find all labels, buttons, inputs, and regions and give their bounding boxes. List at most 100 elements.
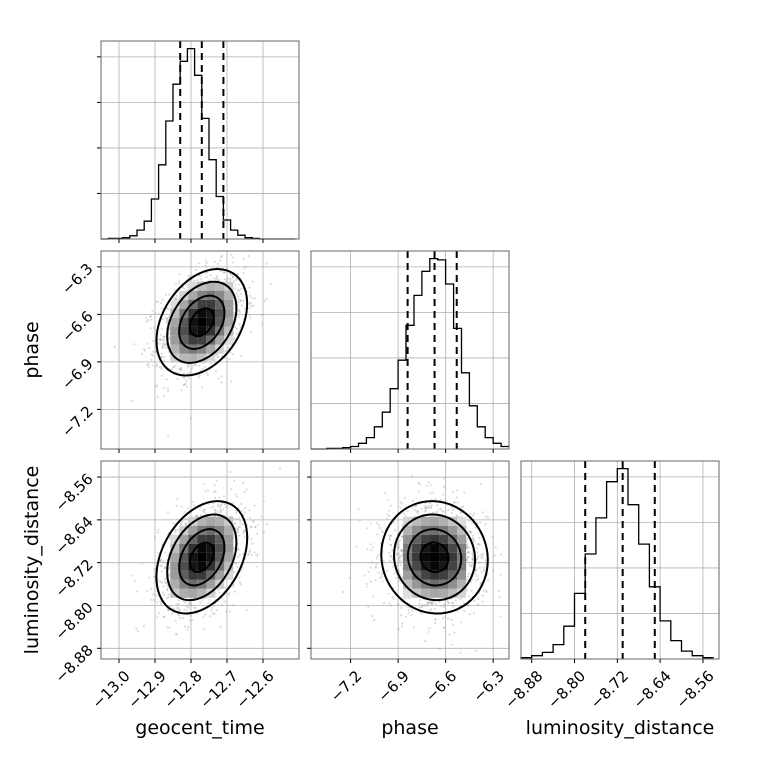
- sample-point: [175, 504, 179, 507]
- sample-point: [404, 615, 408, 619]
- sample-point: [420, 604, 424, 607]
- sample-point: [240, 304, 243, 307]
- sample-point: [478, 561, 481, 565]
- sample-point: [414, 505, 417, 508]
- sample-point: [477, 555, 480, 558]
- density-block: [215, 552, 225, 562]
- sample-point: [160, 570, 163, 573]
- sample-point: [418, 606, 421, 609]
- y-tick-label: −8.80: [51, 598, 96, 643]
- sample-point: [239, 299, 243, 302]
- x-tick-label: −6.9: [374, 667, 412, 705]
- sample-point: [201, 598, 204, 601]
- sample-point: [428, 609, 431, 613]
- density-block: [188, 525, 198, 535]
- sample-point: [163, 338, 166, 341]
- sample-point: [385, 569, 389, 573]
- hist-panel-geocent_time: [97, 40, 300, 243]
- sample-point: [473, 600, 476, 603]
- sample-point: [472, 559, 475, 562]
- sample-point: [377, 523, 381, 526]
- density-block: [197, 290, 207, 300]
- sample-point: [178, 273, 181, 276]
- sample-point: [233, 280, 236, 283]
- sample-point: [229, 279, 232, 282]
- sample-point: [472, 611, 476, 615]
- sample-point: [396, 547, 399, 551]
- sample-point: [241, 523, 244, 526]
- sample-point: [430, 601, 433, 605]
- sample-point: [388, 559, 392, 563]
- sample-point: [219, 510, 222, 514]
- sample-point: [238, 554, 241, 557]
- x-tick-label: −12.7: [197, 667, 242, 712]
- sample-point: [471, 521, 474, 524]
- density-block: [439, 543, 449, 553]
- sample-point: [367, 570, 370, 573]
- sample-point: [159, 338, 162, 341]
- sample-point: [217, 510, 220, 514]
- x-tick-label: −12.9: [125, 667, 170, 712]
- sample-point: [219, 259, 222, 262]
- sample-point: [472, 556, 475, 559]
- sample-point: [214, 496, 217, 500]
- sample-point: [397, 628, 400, 631]
- sample-point: [479, 521, 482, 524]
- sample-point: [235, 528, 238, 531]
- density-block: [457, 579, 467, 589]
- sample-point: [442, 626, 445, 629]
- sample-point: [161, 374, 164, 377]
- density-block: [215, 290, 225, 300]
- sample-point: [474, 526, 477, 529]
- sample-point: [198, 274, 202, 278]
- density-block: [412, 588, 422, 598]
- sample-point: [202, 510, 205, 513]
- sample-point: [162, 335, 165, 338]
- sample-point: [241, 509, 244, 512]
- sample-point: [161, 298, 164, 301]
- sample-point: [239, 326, 242, 329]
- sample-point: [156, 531, 160, 534]
- sample-point: [217, 588, 220, 592]
- sample-point: [166, 318, 169, 321]
- sample-point: [411, 499, 414, 502]
- sample-point: [181, 519, 184, 523]
- sample-point: [166, 390, 170, 393]
- sample-point: [398, 554, 402, 557]
- sample-point: [431, 602, 434, 605]
- sample-point: [476, 558, 479, 561]
- sample-point: [453, 631, 456, 634]
- sample-point: [242, 552, 245, 555]
- sample-point: [342, 590, 345, 594]
- sample-point: [460, 598, 463, 601]
- x-tick-label: −12.6: [233, 667, 278, 712]
- density-block: [206, 326, 216, 336]
- sample-point: [475, 579, 478, 582]
- y-tick-label: −8.88: [51, 641, 96, 686]
- density-block: [457, 525, 467, 535]
- sample-point: [233, 522, 236, 526]
- density-block: [197, 308, 207, 318]
- sample-point: [157, 528, 160, 531]
- sample-point: [434, 618, 437, 621]
- sample-point: [435, 510, 438, 513]
- sample-point: [200, 386, 203, 389]
- sample-point: [238, 310, 241, 314]
- sample-point: [377, 571, 380, 574]
- density-block: [206, 317, 216, 327]
- sample-point: [442, 605, 445, 608]
- sample-point: [236, 528, 239, 531]
- sample-point: [456, 489, 459, 492]
- sample-point: [151, 354, 154, 357]
- sample-point: [424, 507, 427, 510]
- sample-point: [370, 580, 373, 583]
- sample-point: [238, 517, 241, 520]
- sample-point: [480, 570, 483, 574]
- density-block: [206, 299, 216, 309]
- sample-point: [151, 310, 154, 313]
- sample-point: [165, 321, 168, 324]
- sample-point: [402, 512, 406, 515]
- sample-point: [164, 317, 167, 320]
- sample-point: [407, 612, 410, 615]
- sample-point: [187, 377, 190, 380]
